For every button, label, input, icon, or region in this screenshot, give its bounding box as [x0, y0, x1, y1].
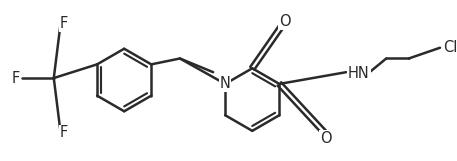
Text: N: N — [220, 76, 231, 91]
Text: F: F — [59, 125, 68, 140]
Text: Cl: Cl — [443, 40, 457, 55]
Text: O: O — [279, 14, 290, 29]
Text: O: O — [320, 131, 331, 146]
Text: F: F — [59, 16, 68, 31]
Text: HN: HN — [348, 66, 370, 81]
Text: F: F — [11, 71, 20, 85]
